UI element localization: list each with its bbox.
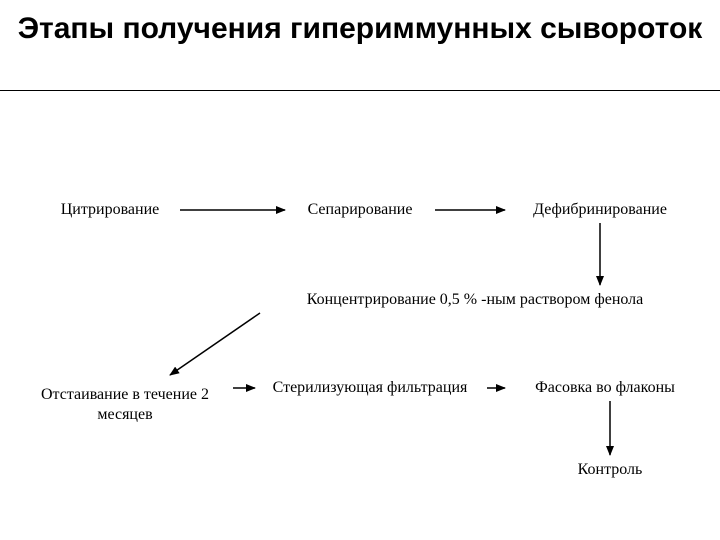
flow-node-n4: Концентрирование 0,5 % -ным раствором фе…	[260, 290, 690, 309]
flow-node-n1: Цитрирование	[40, 200, 180, 219]
flow-edge-n4-n5	[170, 313, 260, 375]
slide-title: Этапы получения гипериммунных сывороток	[0, 12, 720, 47]
flow-arrows	[0, 0, 720, 540]
flow-node-n8: Контроль	[550, 460, 670, 479]
flow-node-n5: Отстаивание в течение 2 месяцев	[20, 385, 230, 423]
flow-node-n7: Фасовка во флаконы	[505, 378, 705, 397]
slide-canvas: Этапы получения гипериммунных сывороток …	[0, 0, 720, 540]
title-underline	[0, 90, 720, 91]
flow-node-n6: Стерилизующая фильтрация	[255, 378, 485, 397]
flow-node-n3: Дефибринирование	[505, 200, 695, 219]
flow-node-n2: Сепарирование	[285, 200, 435, 219]
